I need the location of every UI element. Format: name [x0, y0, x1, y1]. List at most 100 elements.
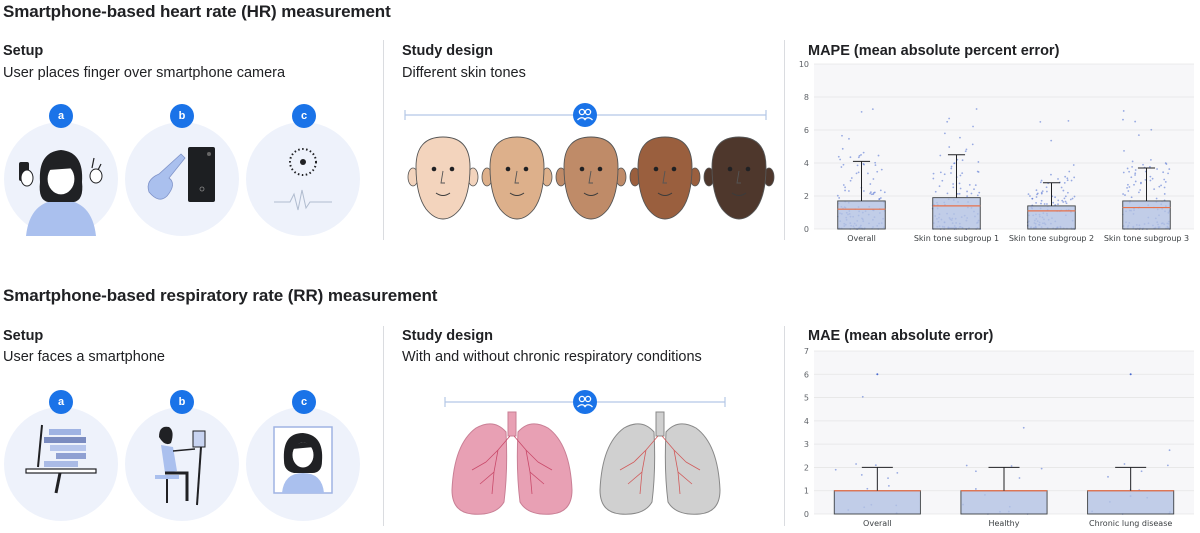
data-point [1054, 196, 1056, 199]
data-point [1027, 193, 1030, 196]
data-point [1149, 165, 1151, 168]
data-point [1133, 183, 1135, 186]
y-tick-label: 6 [804, 126, 809, 135]
data-point [1128, 186, 1131, 188]
data-point [1039, 181, 1042, 184]
y-tick-label: 7 [804, 347, 809, 356]
data-point [1050, 139, 1053, 142]
data-point [1134, 172, 1137, 175]
data-point [1071, 197, 1074, 200]
lungs-illustration [450, 410, 750, 522]
data-point [866, 487, 869, 490]
rr-study-description: With and without chronic respiratory con… [402, 349, 702, 365]
data-point [877, 154, 880, 157]
data-point [1160, 184, 1162, 187]
data-point [966, 195, 969, 198]
data-point [966, 190, 968, 193]
data-point [1122, 193, 1124, 195]
data-point [874, 464, 877, 467]
data-point [840, 166, 843, 168]
data-point [1167, 172, 1169, 175]
data-point [1064, 200, 1067, 203]
data-point [874, 164, 877, 167]
data-point [938, 185, 941, 188]
data-point [838, 197, 841, 199]
data-point [1046, 203, 1048, 205]
data-point [1062, 201, 1065, 203]
data-point [1035, 189, 1038, 192]
data-point [855, 172, 858, 175]
data-point [1126, 167, 1129, 170]
data-point [959, 136, 961, 139]
data-point [956, 193, 959, 195]
data-point [1040, 179, 1043, 182]
outlier-point [1129, 373, 1132, 376]
data-point [939, 171, 942, 174]
data-point [974, 488, 977, 490]
data-point [1050, 173, 1052, 176]
data-point [841, 134, 843, 137]
data-point [874, 161, 877, 164]
face-skin-tone-5 [703, 136, 775, 220]
data-point [887, 477, 889, 479]
data-point [1052, 201, 1055, 204]
data-point [959, 187, 962, 190]
data-point [842, 184, 845, 186]
data-point [968, 183, 971, 186]
data-point [1166, 464, 1169, 467]
people-icon [573, 390, 597, 414]
data-point [855, 463, 857, 465]
y-tick-label: 4 [804, 159, 809, 168]
data-point [879, 189, 882, 192]
data-point [950, 172, 952, 174]
rr-step-a-badge: a [49, 390, 73, 414]
data-point [1158, 185, 1161, 188]
data-point [1139, 189, 1142, 191]
data-point [1150, 158, 1152, 161]
data-point [1040, 202, 1042, 205]
hr-step-b-badge: b [170, 104, 194, 128]
hr-step-c-illustration [246, 122, 360, 236]
data-point [1062, 189, 1065, 192]
box-1 [837, 200, 886, 230]
data-point [839, 158, 842, 161]
data-point [1040, 467, 1043, 470]
data-point [871, 108, 874, 111]
hr-chart-heading: MAPE (mean absolute percent error) [808, 43, 1060, 59]
y-tick-label: 5 [804, 394, 809, 403]
data-point [869, 183, 872, 185]
data-point [1035, 201, 1037, 204]
data-point [879, 197, 882, 199]
data-point [974, 184, 977, 187]
outlier-point [876, 373, 879, 376]
data-point [878, 198, 881, 201]
data-point [943, 173, 946, 176]
data-point [1022, 426, 1025, 429]
data-point [1134, 180, 1137, 183]
data-point [856, 164, 859, 167]
data-point [850, 177, 853, 179]
rr-step-a-illustration [4, 407, 118, 521]
data-point [975, 108, 978, 110]
rr-divider-1 [383, 326, 384, 526]
data-point [841, 147, 844, 150]
rr-step-b-illustration [125, 407, 239, 521]
face-skin-tone-1 [407, 136, 479, 220]
data-point [1070, 179, 1073, 182]
data-point [958, 182, 961, 185]
category-label: Chronic lung disease [1089, 519, 1172, 528]
data-point [1073, 195, 1076, 198]
data-point [1065, 202, 1068, 205]
data-point [1073, 176, 1076, 179]
data-point [860, 474, 863, 476]
data-point [1063, 181, 1066, 184]
category-label: Skin tone subgroup 3 [1104, 234, 1189, 243]
data-point [857, 156, 860, 159]
data-point [849, 179, 852, 182]
data-point [1142, 163, 1144, 166]
data-point [1064, 175, 1067, 178]
rr-mae-chart: 0 1 2 3 4 5 6 7 Overall Healthy Chronic lung disea… [790, 343, 1198, 531]
data-point [1061, 199, 1064, 202]
hr-setup-heading: Setup [3, 43, 44, 59]
rr-step-b-badge: b [170, 390, 194, 414]
